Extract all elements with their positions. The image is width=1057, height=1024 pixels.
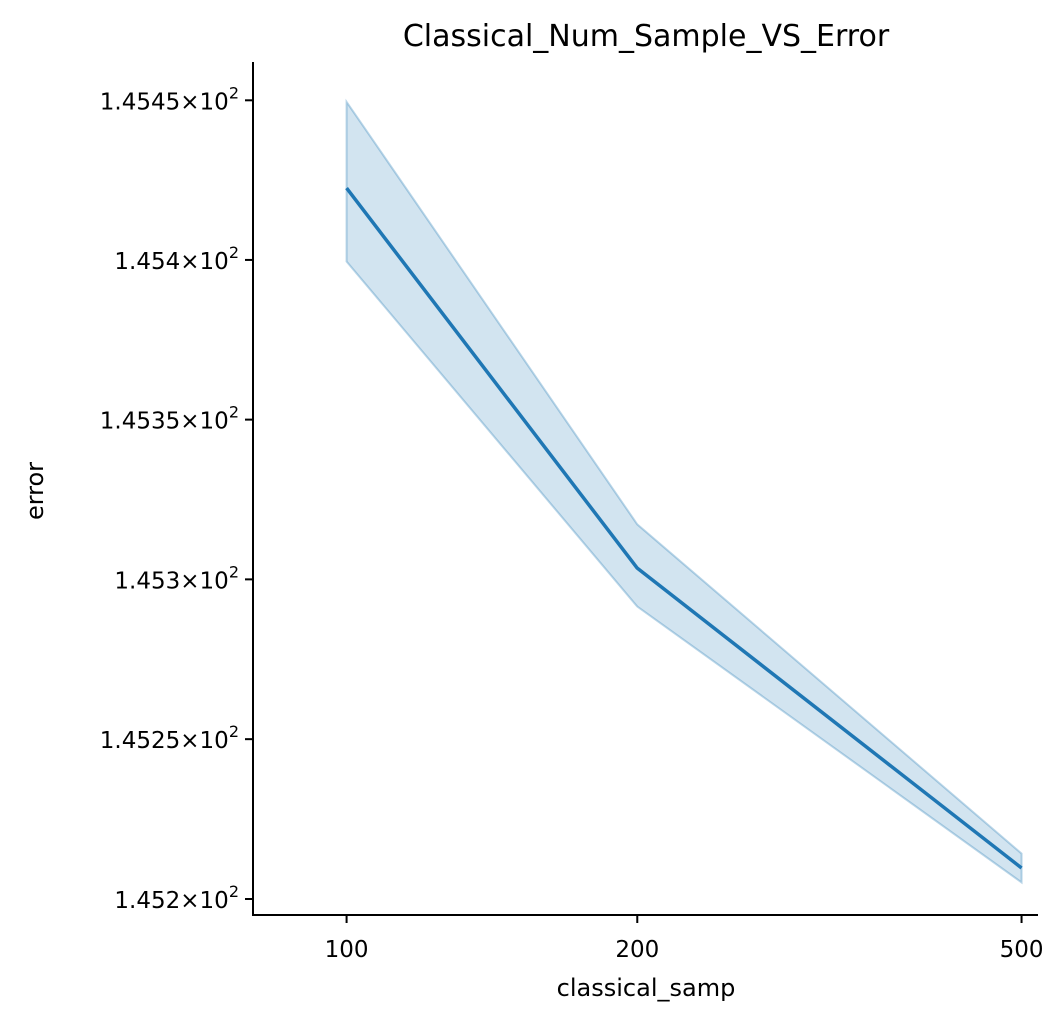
y-tick-label: 1.4535×102 [100, 403, 239, 435]
x-tick-label: 500 [1000, 937, 1044, 963]
y-tick-label: 1.452×102 [114, 882, 239, 914]
y-tick-label: 1.4525×102 [100, 722, 239, 754]
y-tick-label: 1.4545×102 [100, 83, 239, 115]
plot-area [345, 98, 1023, 885]
series-line [345, 187, 1023, 870]
x-axis-label: classical_samp [557, 974, 736, 1002]
y-axis-label: error [21, 462, 49, 520]
confidence-band [345, 98, 1023, 885]
chart-title: Classical_Num_Sample_VS_Error [403, 19, 890, 54]
y-tick-label: 1.454×102 [114, 243, 239, 275]
y-tick-label: 1.453×102 [114, 562, 239, 594]
x-ticks: 100 200 500 [325, 915, 1044, 963]
x-tick-label: 100 [325, 937, 369, 963]
x-tick-label: 200 [615, 937, 659, 963]
y-ticks: 1.452×102 1.4525×102 1.453×102 1.4535×102 1.… [100, 83, 253, 914]
